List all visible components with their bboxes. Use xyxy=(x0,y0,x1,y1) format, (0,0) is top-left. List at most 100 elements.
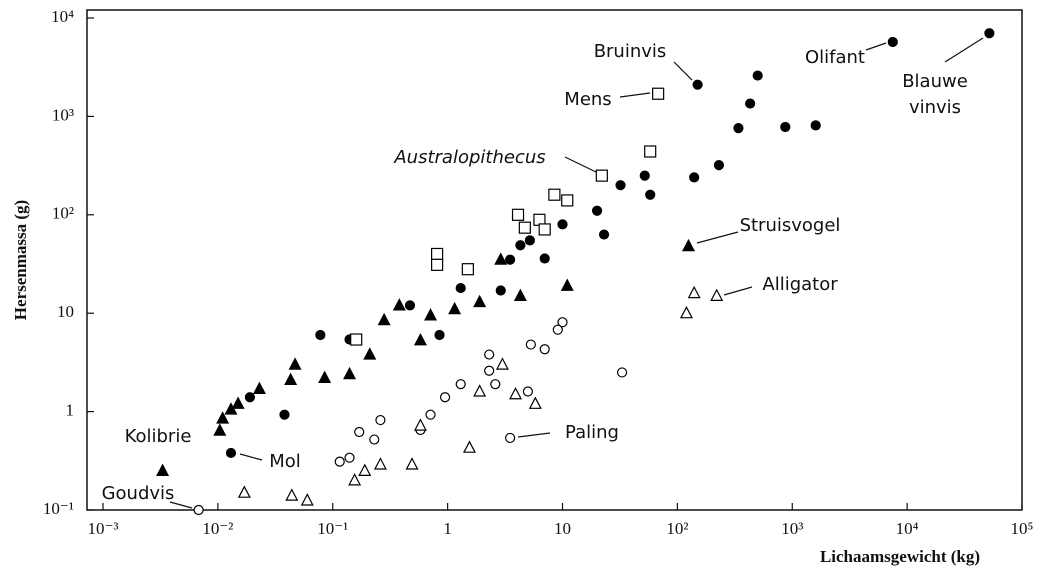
annotation: Paling xyxy=(565,422,619,443)
leader-line xyxy=(944,37,984,63)
leader-line xyxy=(564,156,597,173)
y-axis-label: Hersenmassa (g) xyxy=(11,200,30,320)
x-tick-label: 10 xyxy=(554,519,571,538)
point xyxy=(591,205,603,216)
point xyxy=(425,409,436,420)
point xyxy=(237,485,251,498)
point xyxy=(509,386,523,400)
point xyxy=(252,381,266,395)
point xyxy=(524,235,535,246)
annotation: Mol xyxy=(269,451,301,472)
point xyxy=(887,36,898,48)
annotation: Kolibrie xyxy=(125,426,192,447)
point xyxy=(404,300,416,311)
point xyxy=(679,305,693,319)
y-tick-label: 10⁻¹ xyxy=(43,499,74,518)
point xyxy=(644,145,657,158)
point xyxy=(560,278,574,291)
point xyxy=(505,432,516,444)
y-tick-label: 10 xyxy=(57,302,74,321)
point xyxy=(224,402,238,415)
point xyxy=(334,456,345,467)
point xyxy=(490,379,501,390)
point xyxy=(484,349,495,360)
point xyxy=(692,79,703,90)
point xyxy=(225,447,237,459)
point xyxy=(645,189,656,200)
point xyxy=(515,240,526,251)
y-tick-label: 1 xyxy=(66,401,75,420)
x-tick-label: 10⁻² xyxy=(202,519,233,538)
point xyxy=(315,329,326,341)
point xyxy=(752,70,763,81)
point xyxy=(484,365,495,376)
point xyxy=(557,317,568,328)
point xyxy=(810,120,821,131)
x-tick-label: 10² xyxy=(666,519,688,538)
leader-line xyxy=(169,501,193,509)
point xyxy=(598,229,610,240)
point xyxy=(528,396,542,409)
point xyxy=(652,87,665,100)
point xyxy=(539,344,550,355)
x-tick-label: 10⁻¹ xyxy=(317,519,348,538)
leader-line xyxy=(696,231,739,244)
point xyxy=(522,386,534,397)
point xyxy=(279,409,290,420)
point xyxy=(448,301,462,315)
annotation-line: Blauwe xyxy=(902,71,968,92)
point xyxy=(525,339,536,350)
point xyxy=(682,238,695,252)
point xyxy=(984,28,995,39)
point xyxy=(424,308,438,321)
point xyxy=(538,223,551,236)
annotation: Olifant xyxy=(805,47,865,68)
point xyxy=(595,169,608,182)
point xyxy=(495,357,509,370)
point xyxy=(513,288,527,301)
point xyxy=(363,347,377,360)
point xyxy=(244,392,255,403)
point xyxy=(439,392,451,403)
point xyxy=(284,372,298,385)
point xyxy=(557,219,568,230)
point xyxy=(213,423,227,436)
point xyxy=(231,396,245,409)
point xyxy=(350,333,363,346)
annotation: Struisvogel xyxy=(740,215,841,236)
point xyxy=(462,440,476,453)
point xyxy=(780,121,791,133)
point xyxy=(511,208,525,221)
point xyxy=(405,457,419,470)
x-tick-label: 10³ xyxy=(781,519,803,538)
x-tick-label: 10⁻³ xyxy=(87,519,118,538)
point xyxy=(392,298,406,311)
point xyxy=(358,463,372,476)
point xyxy=(689,172,700,183)
point xyxy=(193,504,204,516)
annotation: Australopithecus xyxy=(393,147,545,168)
point xyxy=(344,452,355,463)
point xyxy=(505,254,516,265)
leader-line xyxy=(865,42,887,51)
point xyxy=(552,324,563,335)
point xyxy=(518,221,531,234)
x-tick-label: 10⁵ xyxy=(1011,519,1034,538)
point xyxy=(639,170,650,181)
point xyxy=(348,473,362,486)
point xyxy=(431,247,444,261)
annotation-line: vinvis xyxy=(909,97,961,118)
point xyxy=(710,288,724,301)
y-tick-label: 10² xyxy=(52,204,74,223)
y-tick-label: 10³ xyxy=(52,105,74,124)
point xyxy=(561,194,574,207)
point xyxy=(318,370,332,384)
point xyxy=(354,426,365,438)
annotation: Alligator xyxy=(762,274,838,295)
point xyxy=(413,333,427,346)
point xyxy=(434,329,445,341)
leader-line xyxy=(723,286,753,296)
leader-line xyxy=(239,453,263,461)
point xyxy=(216,411,230,424)
